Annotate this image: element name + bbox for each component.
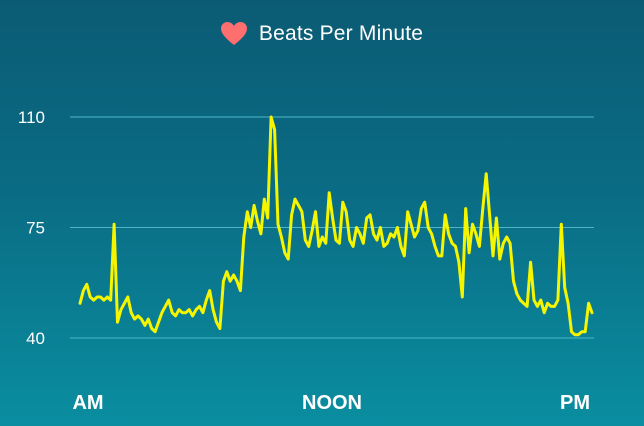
x-tick-label-am: AM [72, 392, 103, 414]
series-layer [78, 115, 594, 337]
y-tick-label-75: 75 [26, 219, 45, 238]
y-tick-label-40: 40 [26, 329, 45, 348]
heart-icon [220, 22, 247, 45]
y-axis-ticks: 40 75 110 [18, 108, 45, 348]
x-tick-label-pm: PM [560, 392, 590, 414]
chart-header: Beats Per Minute [0, 18, 644, 50]
x-axis-ticks: AM NOON PM [72, 392, 590, 414]
y-tick-label-110: 110 [18, 108, 45, 127]
gridlines [70, 116, 594, 339]
bpm-series-line [78, 115, 594, 337]
chart-title: Beats Per Minute [258, 22, 424, 45]
x-tick-label-noon: NOON [302, 392, 362, 414]
